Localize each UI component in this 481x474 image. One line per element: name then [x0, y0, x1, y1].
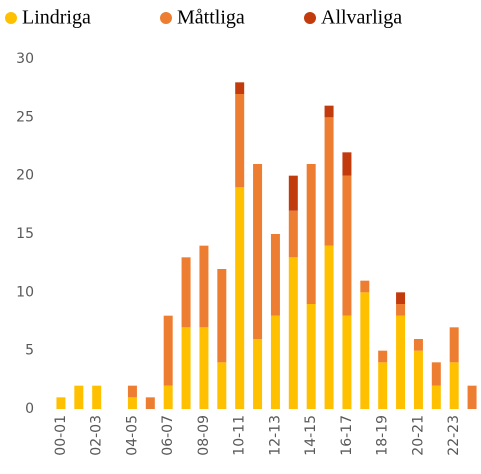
bar-segment — [324, 117, 334, 246]
bar-segment — [467, 385, 477, 409]
x-tick-label: 18-19 — [375, 415, 391, 456]
bar-segment — [431, 362, 441, 386]
bar-segment — [342, 175, 352, 316]
bar-segment — [396, 315, 406, 409]
bar-segment — [378, 362, 388, 409]
bar-segment — [324, 105, 334, 118]
y-tick-label: 15 — [16, 226, 34, 242]
bar-segment — [342, 152, 352, 176]
x-tick-label: 08-09 — [196, 415, 212, 456]
bar-segment — [199, 245, 209, 328]
bar-segment — [163, 315, 173, 386]
y-tick-label: 30 — [16, 51, 34, 67]
bar-segment — [449, 327, 459, 363]
y-tick-label: 0 — [25, 401, 34, 417]
bar-segment — [306, 304, 316, 409]
x-tick-label: 16-17 — [339, 415, 355, 456]
bar-segment — [342, 315, 352, 409]
bar-segment — [360, 280, 370, 293]
y-tick-label: 20 — [16, 168, 34, 184]
bar-segment — [396, 292, 406, 304]
x-tick-label: 02-03 — [89, 415, 105, 456]
bar-segment — [92, 385, 102, 409]
bar-segment — [253, 339, 263, 409]
bar-segment — [378, 350, 388, 363]
legend-label: Allvarliga — [321, 7, 402, 29]
x-tick-label: 04-05 — [124, 415, 140, 456]
x-tick-label: 00-01 — [53, 415, 69, 456]
legend-swatch — [160, 12, 172, 24]
bar-segment — [360, 292, 370, 409]
y-tick-label: 5 — [25, 343, 34, 359]
bar-segment — [127, 385, 137, 398]
bar-segment — [413, 350, 423, 409]
bar-segment — [235, 82, 245, 94]
legend-swatch — [304, 12, 316, 24]
bar-segment — [235, 187, 245, 409]
bar-segment — [324, 245, 334, 409]
x-tick-label: 06-07 — [160, 415, 176, 456]
bar-segment — [306, 164, 316, 304]
bar-segment — [431, 385, 441, 409]
legend-label: Lindriga — [22, 7, 91, 29]
x-tick-label: 10-11 — [232, 415, 248, 456]
bar-segment — [163, 385, 173, 409]
x-tick-label: 12-13 — [267, 415, 283, 456]
bar-segment — [217, 269, 227, 363]
bar-segment — [74, 385, 84, 409]
bar-segment — [413, 339, 423, 351]
bar-segment — [288, 257, 298, 409]
x-tick-label: 22-23 — [446, 415, 462, 456]
bar-segment — [181, 327, 191, 409]
bar-segment — [288, 175, 298, 211]
bar-segment — [199, 327, 209, 409]
x-tick-label: 14-15 — [303, 415, 319, 456]
x-tick-label: 20-21 — [410, 415, 426, 456]
bar-segment — [270, 315, 280, 409]
bar-segment — [56, 397, 66, 409]
y-tick-label: 25 — [16, 109, 34, 125]
bar-segment — [396, 304, 406, 316]
bar-segment — [127, 397, 137, 409]
bar-segment — [270, 234, 280, 316]
bar-segment — [253, 164, 263, 339]
y-tick-label: 10 — [16, 284, 34, 300]
bar-segment — [217, 362, 227, 409]
bar-segment — [449, 362, 459, 409]
bar-segment — [288, 210, 298, 258]
bar-segment — [145, 397, 155, 409]
legend-label: Måttliga — [177, 7, 245, 29]
legend-swatch — [5, 12, 17, 24]
bar-segment — [181, 257, 191, 328]
bar-segment — [235, 94, 245, 188]
